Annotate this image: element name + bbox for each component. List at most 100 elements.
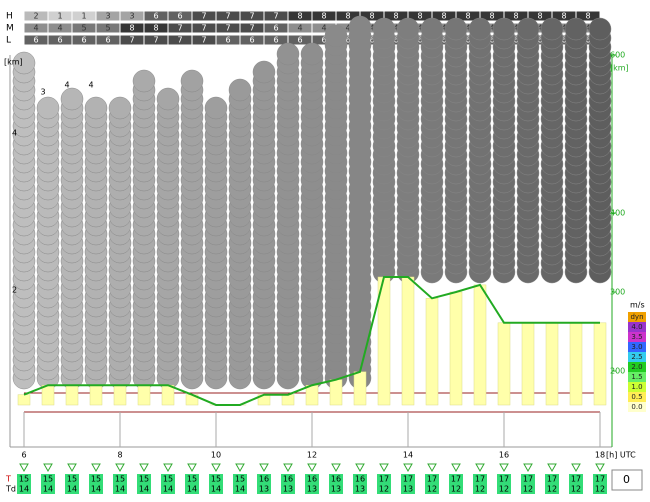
x-tick-label: 14	[403, 451, 413, 460]
x-tick-label: 16	[499, 451, 509, 460]
temp-value: 17	[571, 475, 581, 484]
cloud-cell-value: 6	[273, 24, 278, 33]
cloud-circle	[373, 18, 395, 40]
dewpoint-value: 12	[523, 485, 533, 494]
cloud-cell-value: 6	[225, 36, 230, 45]
cloud-circle	[445, 18, 467, 40]
column-label: 4	[88, 81, 93, 90]
cloud-circle	[397, 18, 419, 40]
cloud-cell-value: 8	[537, 12, 542, 21]
cloud-cell-value: 8	[297, 12, 302, 21]
legend-label: 1.0	[631, 383, 642, 391]
cloud-cell-value: 6	[249, 36, 254, 45]
cloud-cell-value: 7	[225, 12, 230, 21]
x-tick-label: 18	[595, 451, 605, 460]
bar	[330, 380, 342, 405]
row-label: H	[6, 12, 13, 22]
cloud-cell-value: 4	[33, 24, 38, 33]
dewpoint-value: 13	[331, 485, 341, 494]
dewpoint-value: 12	[595, 485, 605, 494]
cloud-cell-value: 8	[441, 12, 446, 21]
cloud-cell-value: 6	[33, 36, 38, 45]
dewpoint-value: 12	[379, 485, 389, 494]
cloud-cell-value: 7	[201, 12, 206, 21]
cloud-cell-value: 3	[129, 12, 134, 21]
bar	[114, 385, 126, 405]
cloud-circle	[109, 97, 131, 119]
cloud-cell-value: 6	[273, 36, 278, 45]
cloud-circle	[325, 25, 347, 47]
cloud-cell-value: 1	[81, 12, 86, 21]
cloud-circle	[253, 61, 275, 83]
bar	[426, 298, 438, 405]
temp-value: 16	[355, 475, 365, 484]
dewpoint-value: 12	[571, 485, 581, 494]
dewpoint-value: 13	[259, 485, 269, 494]
cloud-circle	[181, 70, 203, 92]
bar	[402, 277, 414, 405]
legend-label: 3.5	[631, 333, 642, 341]
cloud-cell-value: 6	[153, 12, 158, 21]
bar	[498, 323, 510, 405]
left-tick-label: 4	[12, 129, 17, 138]
x-tick-label: 8	[117, 451, 122, 460]
temp-value: 15	[91, 475, 101, 484]
y-tick-label: 600	[610, 51, 625, 60]
cloud-cell-value: 4	[57, 24, 62, 33]
dewpoint-value: 12	[499, 485, 509, 494]
dewpoint-value: 14	[211, 485, 221, 494]
cloud-cell-value: 8	[345, 12, 350, 21]
left-tick-label: 2	[12, 286, 17, 295]
cloud-circle	[541, 18, 563, 40]
cloud-circle	[517, 18, 539, 40]
temp-value: 17	[547, 475, 557, 484]
legend-label: 3.0	[631, 343, 642, 351]
temp-value: 15	[211, 475, 221, 484]
cloud-cell-value: 6	[177, 12, 182, 21]
dewpoint-value: 12	[451, 485, 461, 494]
temp-value: 15	[187, 475, 197, 484]
cloud-circle	[37, 97, 59, 119]
cloud-cell-value: 5	[105, 24, 110, 33]
dewpoint-value: 14	[187, 485, 197, 494]
cloud-circle	[85, 97, 107, 119]
legend-label: 0.0	[631, 403, 642, 411]
cloud-cell-value: 8	[561, 12, 566, 21]
legend-label: 2.0	[631, 363, 642, 371]
dewpoint-value: 14	[163, 485, 173, 494]
y-tick-label: 400	[610, 209, 625, 218]
temp-value: 17	[523, 475, 533, 484]
bar	[354, 372, 366, 405]
temp-value: 17	[451, 475, 461, 484]
bar	[474, 285, 486, 405]
temp-value: 17	[475, 475, 485, 484]
dewpoint-value: 14	[67, 485, 77, 494]
x-axis-label: [h] UTC	[606, 451, 636, 460]
cloud-cell-value: 8	[585, 12, 590, 21]
temp-value: 15	[163, 475, 173, 484]
cloud-circle	[157, 88, 179, 110]
cloud-cell-value: 6	[81, 36, 86, 45]
x-tick-label: 6	[21, 451, 26, 460]
bar	[90, 385, 102, 405]
cloud-circle	[421, 18, 443, 40]
temp-value: 17	[379, 475, 389, 484]
bar	[162, 385, 174, 405]
cloud-circle	[349, 16, 371, 38]
dewpoint-value: 13	[283, 485, 293, 494]
temp-value: 17	[499, 475, 509, 484]
cloud-cell-value: 7	[249, 12, 254, 21]
temp-value: 17	[403, 475, 413, 484]
temp-value: 15	[115, 475, 125, 484]
temp-value: 15	[43, 475, 53, 484]
cloud-cell-value: 7	[249, 24, 254, 33]
temp-value: 16	[331, 475, 341, 484]
cloud-cell-value: 7	[201, 36, 206, 45]
cloud-cell-value: 2	[33, 12, 38, 21]
temp-value: 15	[19, 475, 29, 484]
bar	[66, 385, 78, 405]
cloud-cell-value: 4	[297, 24, 302, 33]
dewpoint-value: 12	[427, 485, 437, 494]
cloud-circle	[229, 79, 251, 101]
